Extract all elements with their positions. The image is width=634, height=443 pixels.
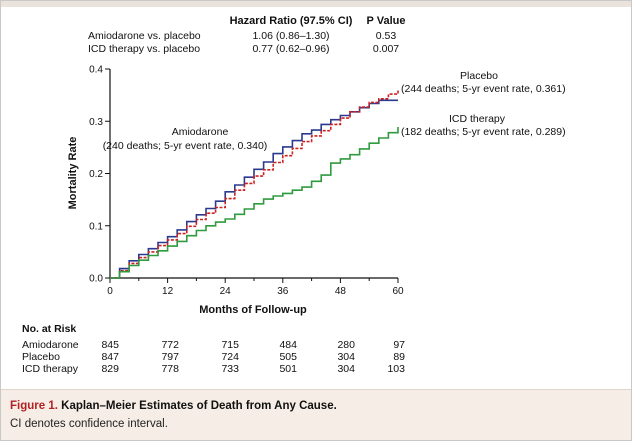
series-line-icd-therapy (110, 127, 399, 279)
y-tick-label: 0.1 (89, 221, 103, 232)
y-tick-label: 0.0 (89, 274, 103, 285)
risk-row-icd: ICD therapy 829 778 733 501 304 103 (1, 363, 631, 375)
y-tick-label: 0.4 (89, 65, 103, 76)
placebo-annotation: (244 deaths; 5-yr event rate, 0.361) (401, 83, 566, 95)
figure-title: Kaplan–Meier Estimates of Death from Any… (61, 400, 337, 412)
risk-cell: 733 (221, 363, 239, 375)
risk-cell: 797 (161, 351, 179, 363)
risk-row-label: ICD therapy (22, 363, 79, 375)
risk-table-title: No. at Risk (22, 323, 77, 335)
risk-cell: 484 (279, 339, 297, 351)
caption-title-line: Figure 1. Kaplan–Meier Estimates of Deat… (10, 400, 337, 412)
risk-row-amiodarone: Amiodarone 845 772 715 484 280 97 (1, 339, 631, 351)
x-axis-title: Months of Follow-up (199, 304, 307, 316)
x-tick-label: 24 (220, 286, 232, 297)
y-tick-label: 0.3 (89, 117, 103, 128)
hr-row-value: 0.77 (0.62–0.96) (252, 43, 329, 55)
risk-cell: 280 (337, 339, 355, 351)
caption-note: CI denotes confidence interval. (10, 418, 168, 430)
risk-cell: 829 (101, 363, 119, 375)
top-border-strip (1, 1, 631, 7)
y-axis-title: Mortality Rate (67, 137, 79, 210)
risk-cell: 778 (161, 363, 179, 375)
risk-cell: 505 (279, 351, 297, 363)
risk-row-placebo: Placebo 847 797 724 505 304 89 (1, 351, 631, 363)
hr-row-label: Amiodarone vs. placebo (88, 30, 201, 42)
km-chart: Hazard Ratio (97.5% CI) P Value Amiodaro… (67, 15, 566, 316)
hr-col-header: Hazard Ratio (97.5% CI) (230, 15, 353, 27)
hr-row-pvalue: 0.007 (373, 43, 399, 55)
risk-cell: 89 (393, 351, 405, 363)
amiodarone-annotation: (240 deaths; 5-yr event rate, 0.340) (103, 140, 268, 152)
x-tick-label: 60 (392, 286, 404, 297)
risk-cell: 715 (221, 339, 239, 351)
risk-cell: 501 (279, 363, 297, 375)
risk-cell: 724 (221, 351, 239, 363)
placebo-label: Placebo (460, 70, 498, 82)
x-tick-label: 36 (277, 286, 289, 297)
risk-cell: 772 (161, 339, 179, 351)
x-tick-label: 12 (162, 286, 174, 297)
risk-cell: 103 (387, 363, 405, 375)
series-line-placebo (110, 89, 399, 279)
hr-row-value: 1.06 (0.86–1.30) (252, 30, 329, 42)
hr-row-pvalue: 0.53 (376, 30, 397, 42)
icd-label: ICD therapy (449, 113, 506, 125)
figure-number: Figure 1. (10, 400, 58, 412)
y-tick-label: 0.2 (89, 169, 103, 180)
icd-annotation: (182 deaths; 5-yr event rate, 0.289) (401, 126, 566, 138)
number-at-risk-table: No. at Risk Amiodarone 845 772 715 484 2… (1, 323, 631, 385)
risk-cell: 97 (393, 339, 405, 351)
risk-cell: 304 (337, 363, 355, 375)
x-tick-label: 0 (107, 286, 113, 297)
figure-caption: Figure 1. Kaplan–Meier Estimates of Deat… (1, 389, 631, 440)
risk-cell: 845 (101, 339, 119, 351)
pvalue-col-header: P Value (367, 15, 406, 27)
x-tick-label: 48 (335, 286, 347, 297)
amiodarone-label: Amiodarone (172, 126, 229, 138)
risk-cell: 304 (337, 351, 355, 363)
risk-cell: 847 (101, 351, 119, 363)
risk-row-label: Placebo (22, 351, 60, 363)
axes-layer: 0.0 0.1 0.2 0.3 0.4 0 12 24 36 48 60 (89, 65, 404, 298)
series-layer (110, 89, 399, 279)
risk-row-label: Amiodarone (22, 339, 79, 351)
hr-row-label: ICD therapy vs. placebo (88, 43, 200, 55)
